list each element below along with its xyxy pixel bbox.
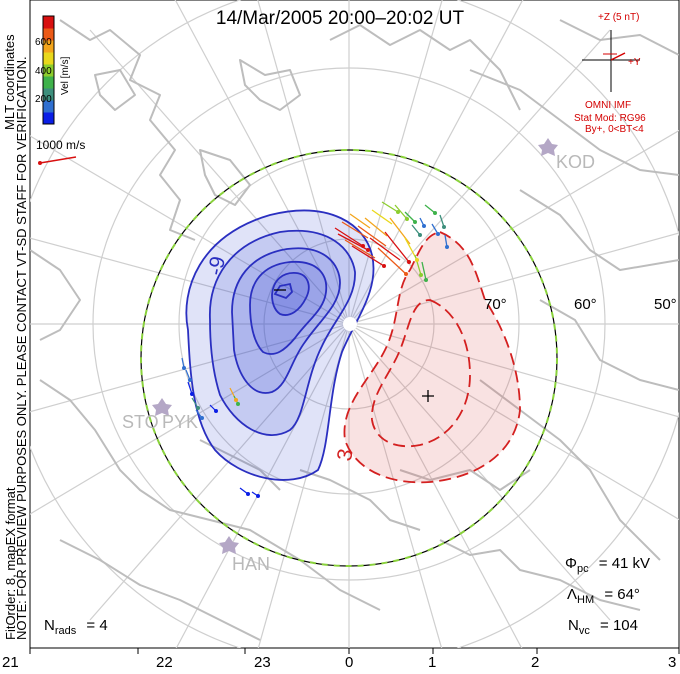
mlt-label-21: 21 (2, 654, 19, 671)
imf-source-label: OMNI IMF (585, 100, 632, 111)
station-label-han: HAN (232, 554, 271, 574)
mlt-axis-ticks (29, 648, 680, 654)
coastlines (30, 19, 679, 641)
imf-y-label: +Y (628, 57, 641, 68)
map-title: 14/Mar/2005 20:00–20:02 UT (215, 8, 465, 29)
colorbar-outline (42, 15, 55, 125)
latitude-label-70: 70° (484, 296, 507, 313)
nvc-symbol: N (568, 617, 579, 634)
station-label-pyk: PYK (162, 412, 199, 432)
radar-stations (152, 138, 558, 554)
vector-count: Nvc = 104 (568, 617, 638, 637)
nvc-value: = 104 (600, 617, 638, 634)
pole-marker (343, 317, 357, 331)
colorbar-segment (43, 76, 54, 89)
colorbar-segment (43, 100, 54, 113)
mlt-label-0: 0 (345, 654, 354, 671)
colorbar-segment (43, 52, 54, 65)
velocity-reference-vector (38, 156, 77, 165)
velocity-vectors-dayside (334, 201, 448, 281)
sto-station-marker (152, 398, 172, 416)
lambda-value: = 64° (604, 586, 640, 603)
nrads-subscript: rads (54, 625, 77, 637)
negative-convection-cell (185, 209, 375, 481)
colorbar-tick-400: 400 (35, 66, 52, 77)
imf-condition-label: By+, 0<BT<4 (585, 124, 644, 135)
station-label-sto: STO (122, 412, 159, 432)
mlt-label-22: 22 (156, 654, 173, 671)
positive-potential-max-marker (422, 390, 434, 402)
han-station-marker (219, 536, 239, 554)
colorbar-segment (43, 16, 54, 29)
station-label-kod: KOD (556, 152, 596, 172)
heppner-maynard-boundary-dash (140, 149, 558, 567)
velocity-colorbar (42, 15, 55, 125)
lambda-symbol: Λ (567, 586, 578, 603)
velocity-scale-label: 1000 m/s (36, 138, 86, 152)
colorbar-segment (43, 88, 54, 101)
colorbar-segment (43, 64, 54, 77)
positive-convection-cell (343, 231, 521, 484)
colorbar-segment (43, 40, 54, 53)
velocity-vector-dots-dayside (361, 210, 449, 282)
latitude-label-60: 60° (574, 296, 597, 313)
velocity-vectors-nightside (181, 357, 260, 498)
colorbar-tick-600: 600 (35, 37, 52, 48)
phi-symbol: Φ (565, 555, 577, 572)
nrads-value: = 4 (86, 617, 108, 634)
mlt-label-23: 23 (254, 654, 271, 671)
colorbar-unit-label: Vel [m/s] (60, 56, 71, 95)
cross-polar-potential: Φpc = 41 kV (565, 555, 650, 575)
colorbar-tick-200: 200 (35, 94, 52, 105)
colorbar-segment (43, 28, 54, 41)
imf-dial (582, 30, 640, 92)
fit-order-note: FitOrder: 8, mapEX format (3, 487, 18, 640)
lambda-subscript: HM (577, 594, 595, 606)
mlt-label-1: 1 (428, 654, 437, 671)
phi-subscript: pc (576, 563, 589, 575)
colorbar-segment (43, 112, 54, 125)
nvc-subscript: vc (578, 625, 590, 637)
nrads-symbol: N (44, 617, 55, 634)
phi-value: = 41 kV (598, 555, 651, 572)
imf-z-label: +Z (5 nT) (598, 12, 640, 23)
coordinate-system-label: MLT coordinates (2, 34, 17, 130)
kod-station-marker (538, 138, 558, 156)
stat-model-label: Stat Mod: RG96 (574, 113, 646, 124)
mlt-label-3: 3 (668, 654, 677, 671)
mlt-label-2: 2 (531, 654, 540, 671)
radar-count: Nrads = 4 (44, 617, 108, 637)
hm-boundary-latitude: ΛHM = 64° (567, 586, 640, 606)
latitude-label-50: 50° (654, 296, 677, 313)
